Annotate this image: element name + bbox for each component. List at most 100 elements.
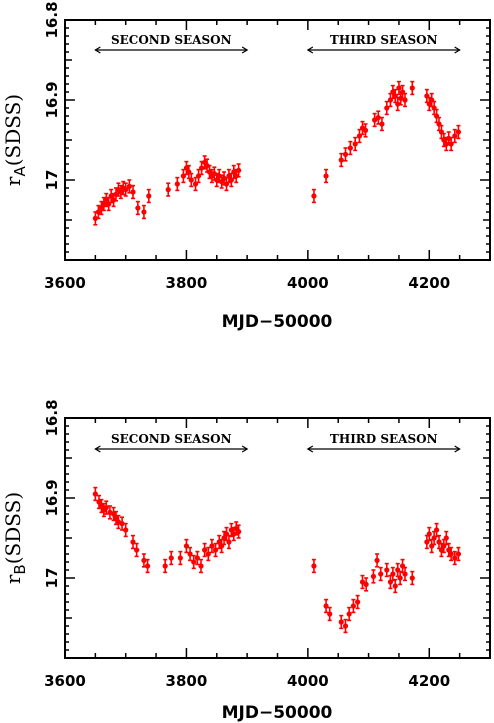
data-point xyxy=(392,88,398,104)
data-point xyxy=(202,155,208,170)
data-marker xyxy=(168,555,174,561)
data-marker xyxy=(103,197,109,203)
data-marker xyxy=(426,101,432,107)
data-marker xyxy=(211,171,217,177)
season-label: THIRD SEASON xyxy=(330,33,438,47)
season-label: SECOND SEASON xyxy=(111,33,232,47)
data-point xyxy=(146,188,152,204)
data-marker xyxy=(101,201,107,207)
x-tick-label: 4000 xyxy=(287,672,329,690)
data-point xyxy=(198,558,204,574)
data-point xyxy=(426,526,432,542)
data-marker xyxy=(95,209,101,215)
data-marker xyxy=(311,563,317,569)
data-marker xyxy=(103,505,109,511)
data-marker xyxy=(323,603,329,609)
y-tick-label: 16.8 xyxy=(43,399,61,436)
data-point xyxy=(211,166,217,181)
data-marker xyxy=(346,611,352,617)
y-tick-labels: 16.8 16.9 17 xyxy=(43,1,61,190)
data-marker xyxy=(236,167,242,173)
x-tick-label: 4200 xyxy=(408,274,450,292)
y-axis-label: rB(SDSS) xyxy=(1,492,29,584)
data-marker xyxy=(384,567,390,573)
data-marker xyxy=(441,137,447,143)
data-marker xyxy=(396,85,402,91)
data-point xyxy=(115,514,122,530)
data-marker xyxy=(352,141,358,147)
x-axis-label: MJD−50000 xyxy=(222,312,333,332)
arrow-head-left xyxy=(306,46,314,54)
data-marker xyxy=(378,571,384,577)
data-point xyxy=(424,534,430,550)
arrow-head-left xyxy=(94,445,101,453)
data-point xyxy=(402,92,408,108)
data-marker xyxy=(452,133,458,139)
data-marker xyxy=(409,575,415,581)
data-marker xyxy=(448,551,454,557)
x-tick-labels: 3600 3800 4000 4200 xyxy=(44,274,450,292)
data-point xyxy=(141,204,147,220)
data-marker xyxy=(455,551,462,557)
y-tick-label: 17 xyxy=(43,568,61,589)
data-point xyxy=(384,562,390,578)
y-tick-labels: 16.8 16.9 17 xyxy=(43,399,61,588)
x-tick-label: 3800 xyxy=(166,274,208,292)
data-marker xyxy=(141,557,147,564)
data-marker xyxy=(384,105,390,111)
data-marker xyxy=(209,543,215,549)
plot-frame xyxy=(64,19,491,261)
data-marker xyxy=(205,551,211,557)
data-point xyxy=(397,570,403,586)
data-marker xyxy=(375,115,381,121)
data-marker xyxy=(355,599,361,605)
data-marker xyxy=(177,555,183,561)
season-annotations: SECOND SEASON THIRD SEASON xyxy=(94,432,461,453)
data-point xyxy=(338,614,344,630)
data-marker xyxy=(123,527,129,533)
data-marker xyxy=(446,547,452,553)
panel-image-b: 3600 3800 4000 4200 16.8 16.9 17 SECOND SEASO… xyxy=(1,399,491,723)
data-points xyxy=(92,80,462,226)
data-point xyxy=(195,168,202,184)
data-marker xyxy=(226,539,232,545)
arrow-head-right xyxy=(241,445,249,453)
y-tick-label: 16.9 xyxy=(43,81,61,118)
data-marker xyxy=(363,581,369,588)
data-point xyxy=(188,172,194,188)
data-point xyxy=(226,168,232,184)
y-axis-label-subscript: A xyxy=(11,166,29,177)
data-point xyxy=(103,500,109,515)
data-point xyxy=(187,546,193,562)
season-annotations: SECOND SEASON THIRD SEASON xyxy=(94,33,461,54)
data-point xyxy=(452,128,458,144)
data-point xyxy=(409,570,415,586)
y-tick-label: 16.9 xyxy=(43,479,61,516)
data-point xyxy=(110,506,117,522)
data-marker xyxy=(119,521,125,527)
data-point xyxy=(455,124,462,140)
data-point xyxy=(180,168,186,184)
data-marker xyxy=(347,145,353,151)
data-marker xyxy=(98,205,105,211)
data-marker xyxy=(370,573,377,580)
y-axis-label-main: r xyxy=(1,176,25,186)
data-point xyxy=(390,566,396,582)
data-point xyxy=(436,534,442,550)
data-marker xyxy=(452,555,458,561)
data-marker xyxy=(130,189,136,195)
season-label: SECOND SEASON xyxy=(111,432,232,446)
data-point xyxy=(95,204,101,220)
data-point xyxy=(123,522,129,538)
data-point xyxy=(355,594,361,610)
y-axis-label-rest: (SDSS) xyxy=(1,94,25,166)
data-marker xyxy=(146,193,152,199)
data-point xyxy=(183,538,190,554)
data-point xyxy=(346,606,352,622)
data-point xyxy=(455,546,462,562)
data-marker xyxy=(379,121,385,127)
data-marker xyxy=(397,575,403,581)
data-marker xyxy=(162,563,168,569)
y-axis-label-main: r xyxy=(1,574,25,584)
